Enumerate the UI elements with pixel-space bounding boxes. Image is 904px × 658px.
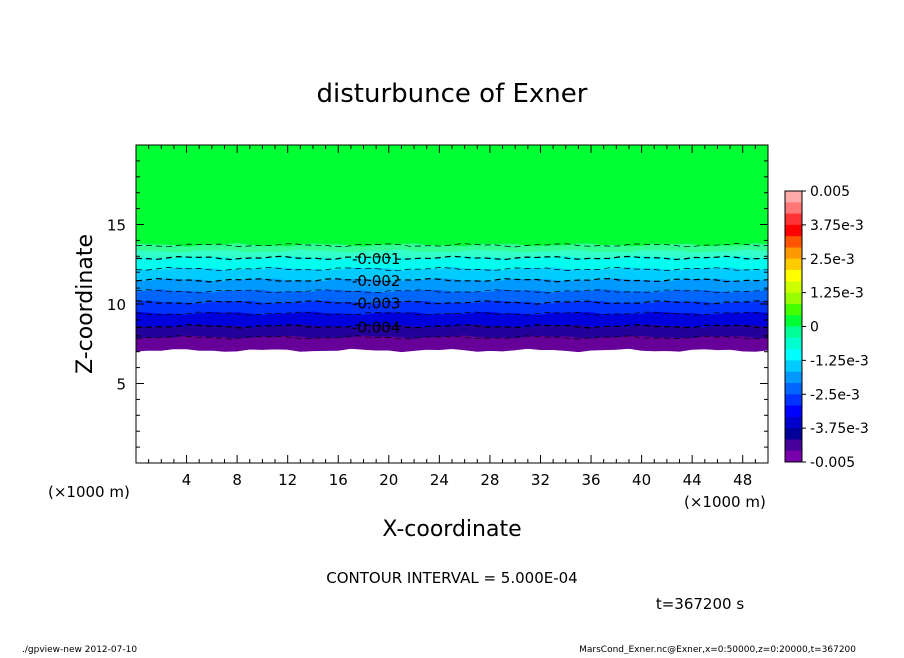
colorbar-swatch: [785, 247, 802, 260]
y-tick-label: 15: [107, 217, 126, 235]
x-tick-label: 28: [480, 471, 499, 489]
x-tick-label: 12: [278, 471, 297, 489]
x-tick-label: 4: [182, 471, 192, 489]
contour-line: [135, 255, 769, 261]
colorbar-label: 0.005: [810, 184, 850, 200]
contour-line: [135, 300, 769, 305]
x-tick-label: 20: [379, 471, 398, 489]
x-tick-label: 8: [232, 471, 242, 489]
colorbar-swatch: [785, 326, 802, 339]
contour-line: [135, 311, 769, 316]
contour-lines: [135, 243, 769, 340]
y-unit-label: (×1000 m): [684, 493, 766, 511]
colorbar-swatch: [785, 213, 802, 226]
colorbar-label: -2.5e-3: [810, 387, 860, 403]
colorbar-label: -3.75e-3: [810, 421, 869, 437]
colorbar-swatch: [785, 382, 802, 395]
colorbar-swatch: [785, 337, 802, 350]
contour-label: -0.003: [352, 294, 400, 312]
contour-line: [135, 266, 769, 272]
colorbar-swatch: [785, 450, 802, 463]
colorbar-swatch: [785, 236, 802, 248]
colorbar-label: -0.005: [810, 455, 855, 471]
colorbar-swatch: [785, 258, 802, 271]
colorbar-swatch: [785, 439, 802, 452]
colorbar-label: 2.5e-3: [810, 252, 855, 268]
colorbar-swatch: [785, 303, 802, 316]
x-axis-label: X-coordinate: [382, 517, 521, 542]
field-band: [135, 144, 769, 248]
y-axis-label: Z-coordinate: [73, 234, 98, 374]
field-band: [135, 311, 769, 329]
colorbar-swatch: [785, 315, 802, 327]
x-tick-label: 24: [430, 471, 449, 489]
y-axis: 5 10 15: [107, 144, 768, 464]
colorbar-label: 0: [810, 320, 819, 336]
x-axis: 4 8 12 16 20 24 28 32 36 40 44 48: [135, 145, 769, 489]
colorbar-swatch: [785, 281, 802, 294]
colorbar-label: -1.25e-3: [810, 353, 869, 369]
contour-labels: -0.001 -0.002 -0.003 -0.004: [352, 250, 400, 336]
footer-right: MarsCond_Exner.nc@Exner,x=0:50000,z=0:20…: [579, 645, 856, 654]
x-unit-label: (×1000 m): [48, 483, 130, 501]
field-fill: [135, 144, 769, 353]
contour-label: -0.001: [352, 250, 400, 268]
colorbar-swatch: [785, 224, 802, 237]
contour-label: -0.002: [352, 272, 400, 290]
colorbar-swatch: [785, 292, 802, 305]
colorbar-swatch: [785, 191, 802, 203]
contour-line: [135, 289, 769, 294]
colorbar-swatch: [785, 371, 802, 384]
field-band: [135, 335, 769, 353]
colorbar-swatch: [785, 394, 802, 406]
x-tick-label: 40: [632, 471, 651, 489]
plot-frame: [135, 144, 769, 464]
colorbar-label: 3.75e-3: [810, 218, 864, 234]
colorbar: 0.005 3.75e-3 2.5e-3 1.25e-3 0 -1.25e-3 -2.5e-…: [784, 184, 869, 471]
colorbar-label: 1.25e-3: [810, 286, 864, 302]
x-tick-label: 48: [733, 471, 752, 489]
chart-title: disturbunce of Exner: [317, 79, 588, 109]
x-tick-label: 32: [531, 471, 550, 489]
footer-left: ./gpview-new 2012-07-10: [22, 645, 137, 654]
timestamp-text: t=367200 s: [656, 595, 744, 613]
colorbar-swatch: [785, 360, 802, 373]
contour-line: [135, 323, 769, 329]
colorbar-swatch: [785, 349, 802, 361]
contour-label: -0.004: [352, 318, 400, 336]
colorbar-swatch: [785, 428, 802, 440]
colorbar-swatch: [785, 405, 802, 418]
x-tick-label: 16: [329, 471, 348, 489]
contour-interval-text: CONTOUR INTERVAL = 5.000E-04: [326, 569, 577, 587]
contour-line: [135, 335, 769, 340]
contour-line: [135, 277, 769, 283]
x-tick-label: 36: [581, 471, 600, 489]
colorbar-swatch: [785, 416, 802, 429]
y-tick-label: 10: [107, 296, 126, 314]
colorbar-swatch: [785, 270, 802, 282]
x-tick-label: 44: [683, 471, 702, 489]
y-tick-label: 5: [116, 376, 126, 394]
contour-line: [135, 243, 769, 248]
colorbar-swatch: [785, 202, 802, 214]
